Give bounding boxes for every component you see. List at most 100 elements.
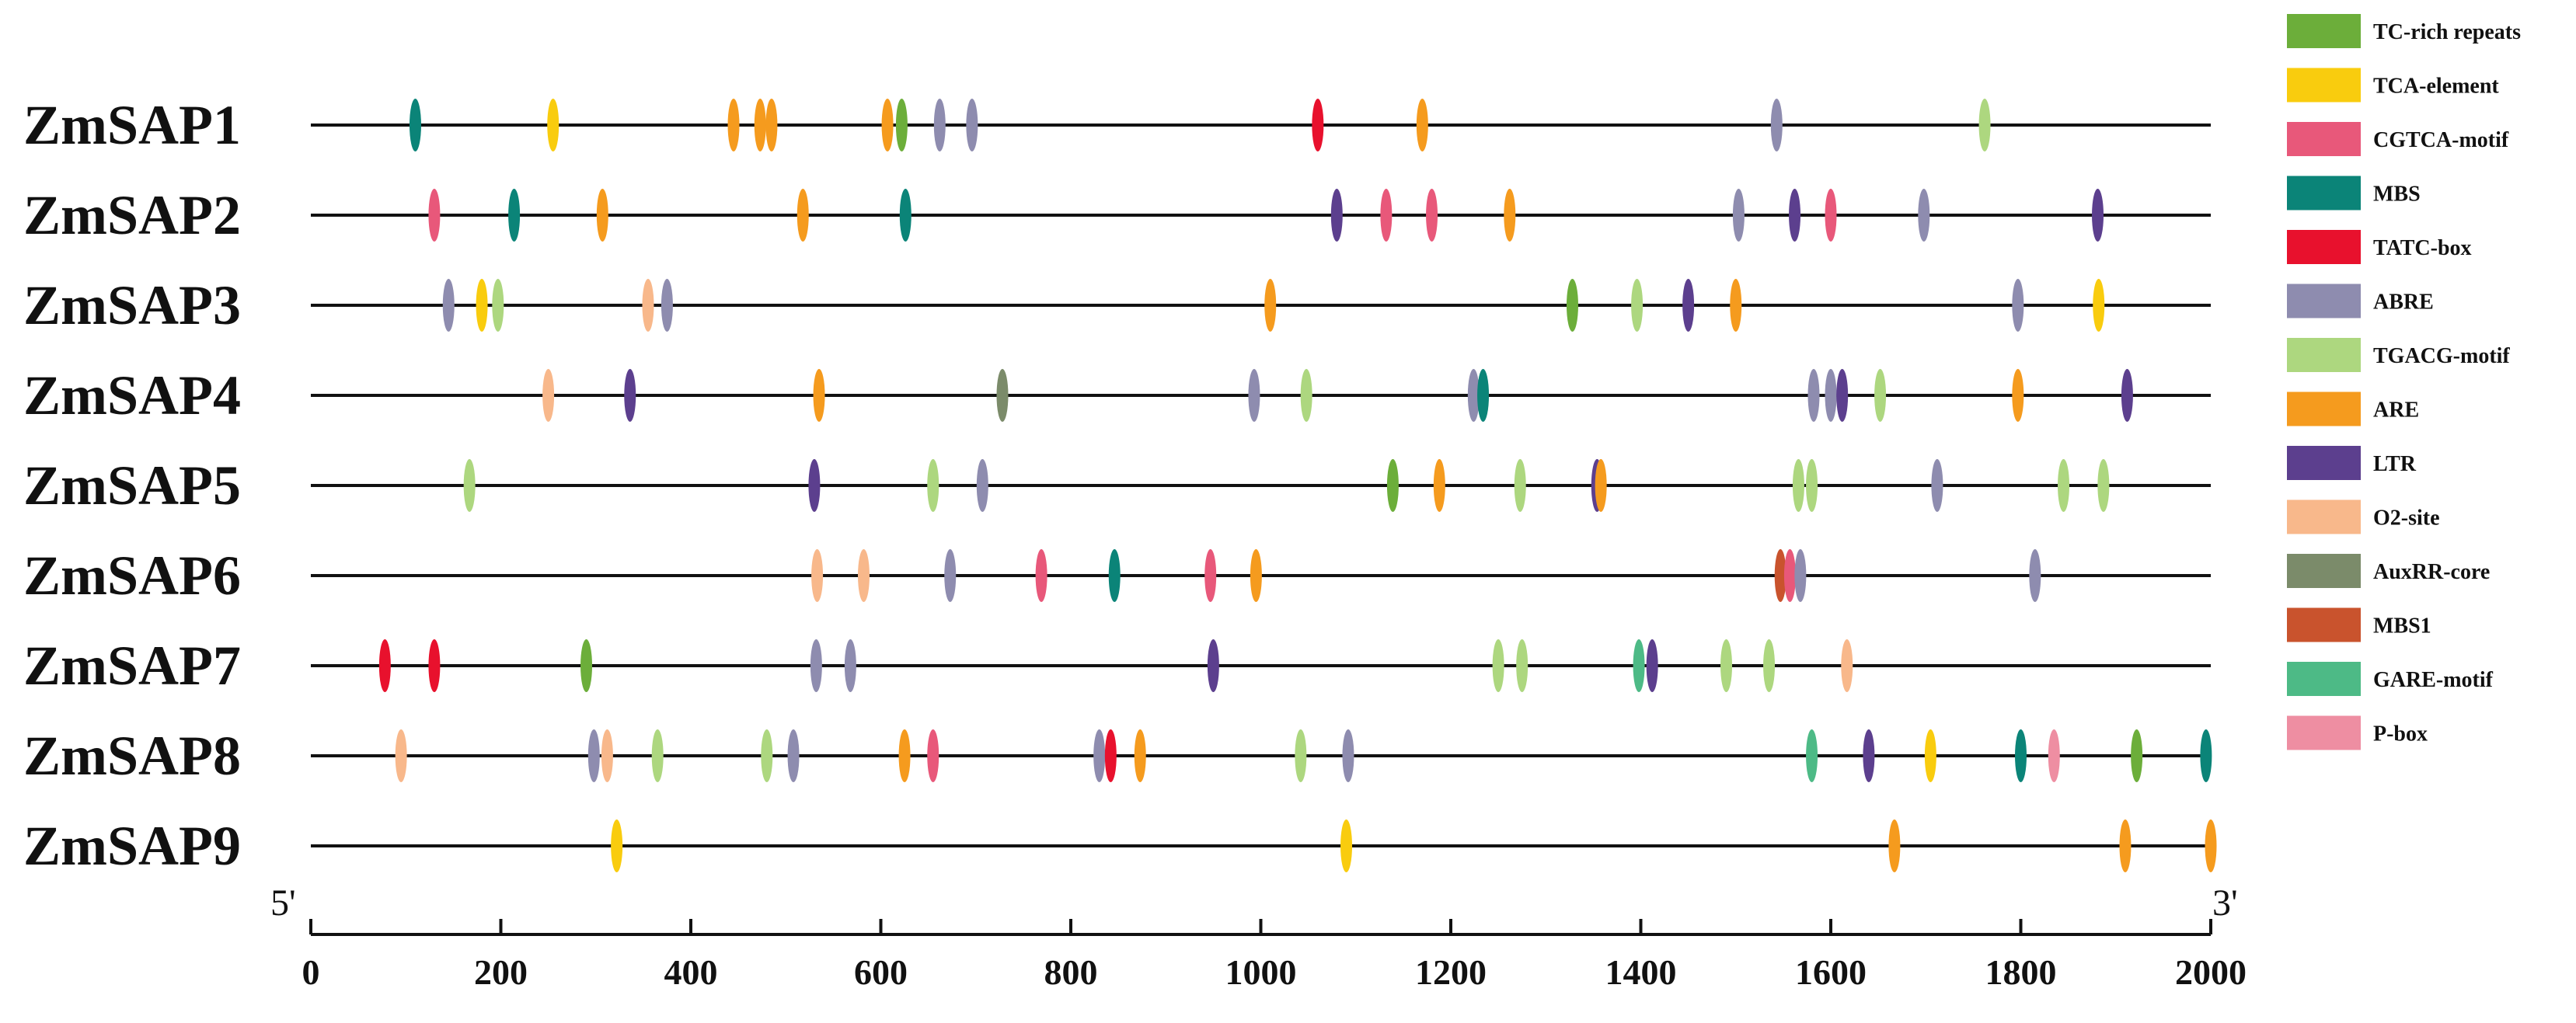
legend-item-p-box: P-box [2287, 715, 2428, 750]
cis-element-are [797, 189, 809, 242]
gene-track-zmsap3: ZmSAP3 [23, 274, 2211, 336]
cis-element-tgacg-motif [2097, 459, 2110, 512]
cis-element-abre [976, 459, 988, 512]
cis-element-tca-element [2093, 279, 2105, 332]
cis-element-ltr [1789, 189, 1801, 242]
legend-label: ABRE [2373, 291, 2434, 315]
legend-swatch [2287, 662, 2361, 696]
cis-element-tgacg-motif [1978, 99, 1991, 151]
gene-label: ZmSAP9 [23, 815, 241, 877]
gene-track-zmsap8: ZmSAP8 [23, 725, 2212, 787]
cis-element-abre [810, 639, 822, 692]
cis-element-tatc-box [1104, 729, 1117, 782]
legend-item-tca-element: TCA-element [2287, 68, 2499, 103]
gene-track-zmsap9: ZmSAP9 [23, 815, 2217, 877]
cis-element-mbs [409, 99, 421, 151]
gene-track-zmsap6: ZmSAP6 [23, 545, 2211, 607]
legend-swatch [2287, 122, 2361, 156]
legend-item-mbs: MBS [2287, 176, 2421, 211]
gene-label: ZmSAP1 [23, 94, 241, 156]
cis-element-abre [944, 549, 957, 602]
x-axis: 5' 3' 0 200 400 600 800 1000 1200 1400 1600 1800 200… [270, 882, 2247, 992]
gene-track-zmsap5: ZmSAP5 [23, 454, 2211, 517]
x-tick-label: 200 [474, 952, 528, 992]
gene-track-zmsap1: ZmSAP1 [23, 94, 2211, 156]
cis-element-mbs [899, 189, 912, 242]
cis-element-cgtca-motif [1825, 189, 1837, 242]
cis-element-are [813, 369, 825, 422]
cis-element-are [727, 99, 740, 151]
cis-element-o2-site [601, 729, 613, 782]
cis-element-tca-element [1340, 819, 1353, 872]
cis-element-tgacg-motif [463, 459, 476, 512]
cis-element-auxrr-core [996, 369, 1009, 422]
cis-element-ltr [2092, 189, 2104, 242]
cis-element-mbs [1108, 549, 1121, 602]
cis-element-are [754, 99, 766, 151]
legend-label: LTR [2373, 452, 2417, 476]
legend-swatch [2287, 230, 2361, 264]
cis-element-mbs [2200, 729, 2212, 782]
cis-element-abre [1248, 369, 1260, 422]
legend-swatch [2287, 446, 2361, 480]
gene-label: ZmSAP3 [23, 274, 241, 336]
cis-element-tc-rich-repeats [895, 99, 908, 151]
cis-element-tca-element [611, 819, 623, 872]
legend-swatch [2287, 554, 2361, 588]
legend-item-tgacg-motif: TGACG-motif [2287, 338, 2510, 372]
legend-swatch [2287, 284, 2361, 318]
legend-label: MBS [2373, 183, 2421, 207]
cis-element-are [1264, 279, 1277, 332]
cis-element-are [1433, 459, 1445, 512]
legend-item-are: ARE [2287, 391, 2419, 426]
cis-element-tc-rich-repeats [580, 639, 593, 692]
legend-swatch [2287, 68, 2361, 103]
cis-element-are [881, 99, 894, 151]
cis-element-o2-site [857, 549, 870, 602]
cis-element-are [1595, 459, 1607, 512]
cis-element-abre [966, 99, 978, 151]
legend-swatch [2287, 391, 2361, 426]
cis-element-abre [933, 99, 946, 151]
gene-label: ZmSAP8 [23, 725, 241, 787]
legend-label: P-box [2373, 722, 2428, 746]
cis-element-mbs [508, 189, 521, 242]
x-tick-label: 400 [664, 952, 718, 992]
cis-element-are [898, 729, 911, 782]
cis-element-abre [1918, 189, 1930, 242]
cis-element-abre [1931, 459, 1943, 512]
cis-element-tatc-box [1312, 99, 1324, 151]
cis-element-gare-motif [1806, 729, 1818, 782]
legend-label: TC-rich repeats [2373, 20, 2521, 44]
cis-element-tgacg-motif [1874, 369, 1887, 422]
cis-element-abre [587, 729, 600, 782]
cis-element-o2-site [642, 279, 654, 332]
x-tick-label: 1800 [1985, 952, 2057, 992]
gene-track-zmsap7: ZmSAP7 [23, 635, 2211, 697]
cis-element-abre [1794, 549, 1807, 602]
cis-element-tc-rich-repeats [1566, 279, 1578, 332]
cis-element-are [1250, 549, 1262, 602]
legend-label: TATC-box [2373, 236, 2472, 260]
cis-element-are [1134, 729, 1146, 782]
cis-element-tgacg-motif [1720, 639, 1733, 692]
cis-element-o2-site [542, 369, 555, 422]
cis-element-tgacg-motif [1300, 369, 1312, 422]
cis-element-tca-element [476, 279, 488, 332]
cis-element-tgacg-motif [1806, 459, 1818, 512]
cis-element-tgacg-motif [1631, 279, 1644, 332]
cis-element-are [1888, 819, 1901, 872]
cis-element-ltr [1646, 639, 1658, 692]
cis-element-ltr [1207, 639, 1219, 692]
cis-element-abre [1342, 729, 1354, 782]
cis-element-cgtca-motif [1426, 189, 1438, 242]
gene-label: ZmSAP4 [23, 364, 241, 426]
legend-item-gare-motif: GARE-motif [2287, 662, 2494, 696]
cis-element-tgacg-motif [1763, 639, 1776, 692]
cis-element-o2-site [1841, 639, 1853, 692]
cis-element-ltr [1330, 189, 1343, 242]
cis-element-tgacg-motif [1492, 639, 1504, 692]
cis-element-ltr [624, 369, 636, 422]
cis-element-ltr [1682, 279, 1695, 332]
